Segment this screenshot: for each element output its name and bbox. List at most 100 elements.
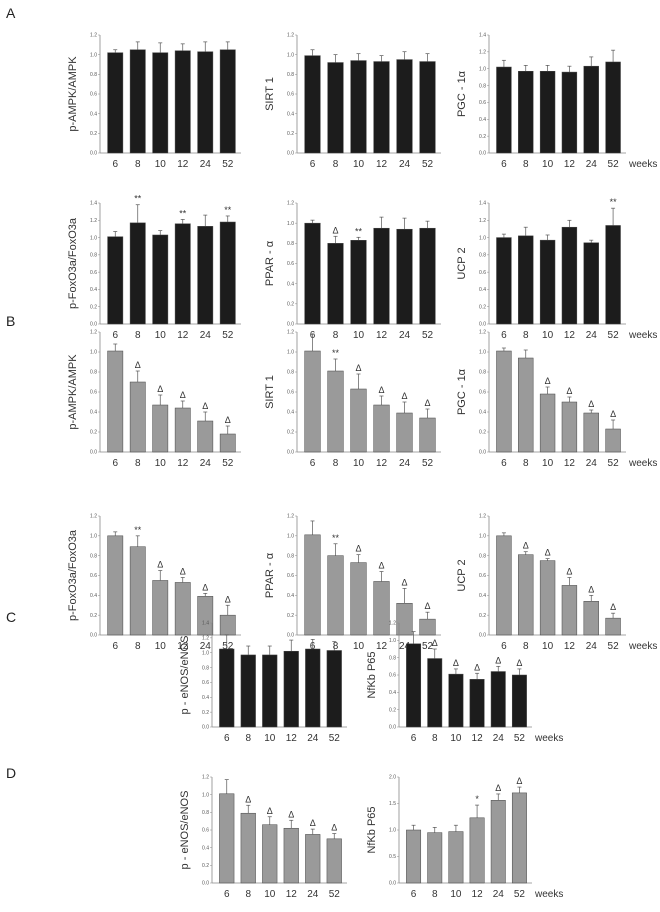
bar	[490, 671, 506, 728]
bar	[373, 581, 390, 636]
bar	[518, 235, 534, 325]
x-tick-label: 12	[564, 641, 576, 652]
x-tick-label: 12	[472, 889, 484, 900]
bar-chart-b-7: 0.0 0.2 0.4 0.6 0.8 1.0 1.2 SIRT 1 6 ** 8 Δ 10 Δ 12 Δ 24…	[264, 330, 441, 469]
y-tick-label: 0.0	[202, 725, 209, 731]
bar	[305, 834, 321, 884]
y-tick-label: 1.2	[287, 330, 294, 336]
x-tick-label: 12	[177, 159, 189, 170]
y-tick-label: 0.6	[287, 92, 294, 98]
bar	[107, 350, 124, 453]
significance-marker: Δ	[157, 560, 163, 570]
bar	[129, 222, 146, 325]
bar	[219, 793, 235, 884]
bar-chart-a-0: 0.0 0.2 0.4 0.6 0.8 1.0 1.2 p-AMPK/AMPK 6 8 10 12 24…	[67, 33, 241, 170]
y-tick-label: 1.2	[202, 775, 209, 781]
x-tick-label: 52	[422, 159, 434, 170]
bar	[107, 535, 124, 636]
y-tick-label: 0.0	[90, 322, 97, 328]
y-tick-label: 1.5	[389, 801, 396, 807]
y-axis-label: p - eNOS/eNOS	[179, 636, 191, 715]
bar	[174, 50, 191, 154]
bar	[583, 601, 599, 636]
panel-letter-d: D	[6, 765, 16, 781]
x-tick-label: 8	[135, 159, 141, 170]
y-tick-label: 0.0	[202, 881, 209, 887]
x-tick-label: 10	[353, 159, 365, 170]
bar	[219, 614, 236, 636]
bar-chart-a-1: 0.0 0.2 0.4 0.6 0.8 1.0 1.2 SIRT 1 6 8 10 12 24 52	[264, 33, 441, 170]
y-tick-label: 1.0	[287, 534, 294, 540]
x-tick-label: 52	[422, 458, 434, 469]
bar	[304, 55, 321, 154]
x-tick-label: 24	[307, 889, 319, 900]
bar	[326, 650, 342, 728]
significance-marker: Δ	[401, 577, 407, 587]
y-tick-label: 0.6	[90, 270, 97, 276]
y-tick-label: 0.8	[287, 72, 294, 78]
x-unit-label: weeks	[628, 159, 657, 170]
x-tick-label: 8	[245, 889, 251, 900]
x-tick-label: 52	[608, 159, 620, 170]
bar	[561, 401, 578, 453]
y-tick-label: 0.0	[287, 322, 294, 328]
y-tick-label: 0.2	[479, 134, 486, 140]
significance-marker: **	[134, 525, 142, 535]
y-tick-label: 1.0	[287, 52, 294, 58]
y-tick-label: 0.4	[479, 287, 486, 293]
y-tick-label: 1.0	[479, 534, 486, 540]
y-axis-label: UCP 2	[456, 247, 468, 279]
y-tick-label: 0.8	[90, 370, 97, 376]
x-tick-label: 52	[608, 330, 620, 341]
significance-marker: Δ	[453, 658, 459, 668]
y-tick-label: 0.0	[479, 633, 486, 639]
bar	[240, 654, 256, 728]
bar	[539, 393, 556, 453]
y-tick-label: 0.6	[479, 573, 486, 579]
significance-marker: Δ	[545, 548, 551, 558]
x-tick-label: 12	[286, 733, 298, 744]
y-tick-label: 0.6	[479, 390, 486, 396]
significance-marker: Δ	[157, 384, 163, 394]
bar	[583, 242, 599, 325]
y-tick-label: 1.2	[287, 514, 294, 520]
bar	[518, 70, 534, 154]
significance-marker: Δ	[610, 409, 616, 419]
y-tick-label: 1.0	[90, 235, 97, 241]
x-tick-label: 8	[135, 330, 141, 341]
y-axis-label: p-AMPK/AMPK	[67, 56, 79, 132]
y-tick-label: 0.8	[389, 655, 396, 661]
y-axis-label: PPAR - α	[264, 240, 276, 286]
x-tick-label: 10	[155, 641, 167, 652]
y-tick-label: 0.4	[479, 410, 486, 416]
x-tick-label: 24	[200, 641, 212, 652]
x-tick-label: 10	[353, 458, 365, 469]
y-tick-label: 1.2	[90, 218, 97, 224]
y-axis-label: PGC - 1α	[456, 368, 468, 415]
y-tick-label: 1.4	[479, 33, 486, 39]
bar	[490, 800, 506, 884]
y-tick-label: 0.6	[287, 573, 294, 579]
charts: 0.0 0.2 0.4 0.6 0.8 1.0 1.2 p-AMPK/AMPK 6 8 10 12 24…	[67, 33, 657, 900]
x-unit-label: weeks	[534, 733, 563, 744]
y-tick-label: 1.4	[202, 621, 209, 627]
x-tick-label: 8	[333, 159, 339, 170]
significance-marker: Δ	[516, 658, 522, 668]
bar	[496, 237, 512, 325]
bar	[174, 223, 191, 325]
y-tick-label: 0.2	[287, 430, 294, 436]
x-tick-label: 12	[177, 458, 189, 469]
bar	[419, 417, 436, 453]
significance-marker: Δ	[135, 360, 141, 370]
y-tick-label: 0.4	[389, 690, 396, 696]
x-tick-label: 6	[501, 458, 507, 469]
bar	[129, 381, 146, 453]
y-tick-label: 0.2	[479, 430, 486, 436]
y-tick-label: 1.2	[287, 201, 294, 207]
significance-marker: Δ	[288, 809, 294, 819]
bar	[197, 226, 214, 325]
x-tick-label: 6	[112, 159, 118, 170]
